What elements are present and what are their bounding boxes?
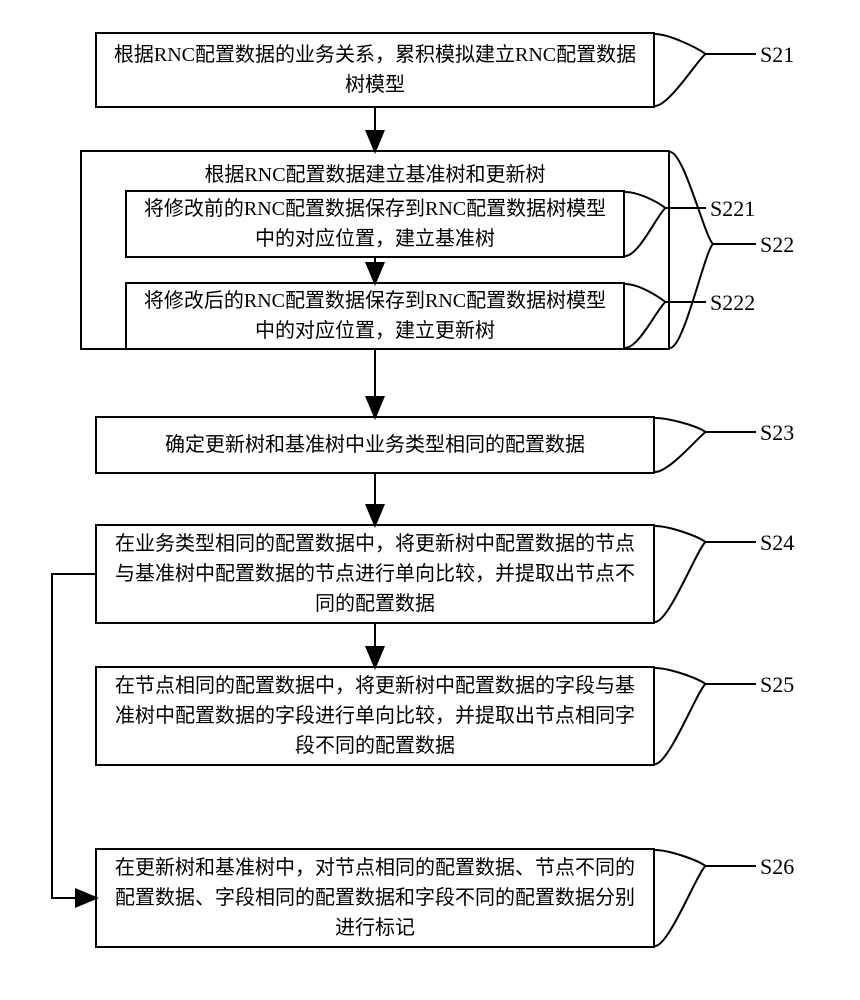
- connector-layer: [0, 0, 860, 1000]
